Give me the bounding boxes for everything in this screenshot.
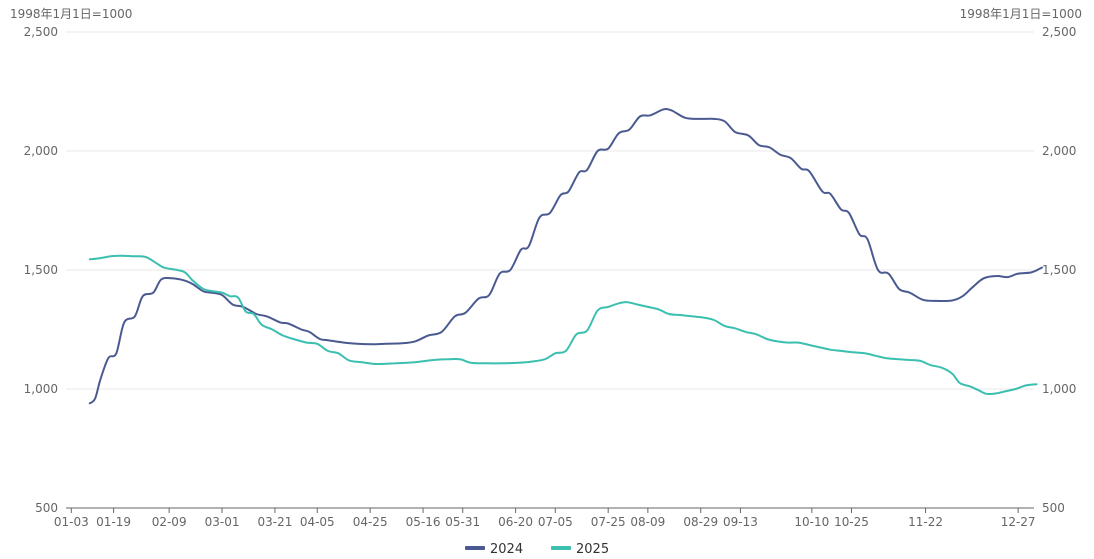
legend-item-2025[interactable]: 2025 [551,542,609,557]
x-tick-label: 04-05 [300,515,335,529]
series-line-2025[interactable] [88,254,1038,395]
y-tick-label-right: 2,500 [1042,25,1076,39]
legend-item-2024[interactable]: 2024 [465,542,523,557]
legend-label: 2024 [490,542,523,557]
y-tick-label-right: 1,500 [1042,263,1076,277]
x-tick-label: 08-29 [683,515,718,529]
x-tick-label: 12-27 [1001,515,1036,529]
y-tick-label-left: 1,500 [24,263,58,277]
legend-label: 2025 [576,542,609,557]
y-tick-label-right: 500 [1042,501,1065,515]
y-tick-label-left: 500 [35,501,58,515]
x-tick-label: 05-31 [445,515,480,529]
series-line-2024[interactable] [88,108,1043,405]
series-lines [88,108,1043,405]
y-tick-label-right: 2,000 [1042,144,1076,158]
legend-swatch [551,546,571,550]
x-tick-label: 04-25 [353,515,388,529]
x-tick-label: 06-20 [498,515,533,529]
x-axis-ticks: 01-03 01-19 02-09 03-01 03-21 04-05 04-25 05-16… [54,508,1036,529]
y-tick-label-left: 2,500 [24,25,58,39]
x-tick-label: 02-09 [152,515,187,529]
x-tick-label: 03-01 [205,515,240,529]
right-y-unit-label: 1998年1月1日=1000 [960,7,1082,21]
x-tick-label: 08-09 [630,515,665,529]
x-tick-label: 11-22 [908,515,943,529]
y-axis-ticks: 500 500 1,000 1,000 1,500 1,500 2,000 2,000 2,50… [24,25,1077,515]
gridlines [66,31,1034,390]
left-y-unit-label: 1998年1月1日=1000 [10,7,132,21]
y-tick-label-right: 1,000 [1042,382,1076,396]
x-tick-label: 01-03 [54,515,89,529]
x-tick-label: 01-19 [96,515,131,529]
x-tick-label: 07-05 [538,515,573,529]
x-tick-label: 10-10 [794,515,829,529]
x-tick-label: 09-13 [723,515,758,529]
y-tick-label-left: 1,000 [24,382,58,396]
x-tick-label: 10-25 [834,515,869,529]
legend-swatch [465,546,485,550]
y-tick-label-left: 2,000 [24,144,58,158]
legend[interactable]: 2024 2025 [465,542,609,557]
x-tick-label: 07-25 [591,515,626,529]
x-tick-label: 05-16 [406,515,441,529]
x-tick-label: 03-21 [258,515,293,529]
